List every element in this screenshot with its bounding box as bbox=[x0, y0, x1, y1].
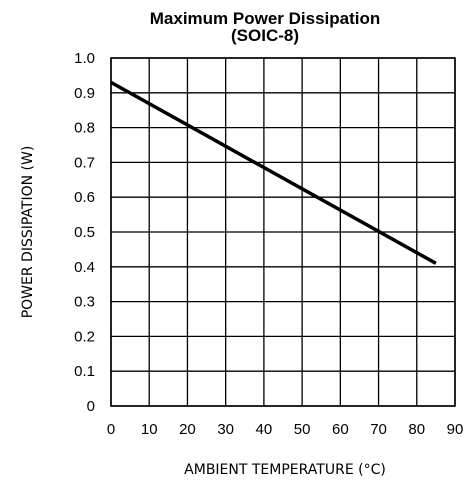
x-tick-label: 80 bbox=[408, 421, 425, 438]
chart-subtitle: (SOIC-8) bbox=[231, 26, 299, 45]
x-axis-label: AMBIENT TEMPERATURE (°C) bbox=[184, 462, 386, 478]
series-line-0 bbox=[110, 80, 437, 265]
x-tick-label: 0 bbox=[107, 421, 115, 438]
y-tick-label: 0.1 bbox=[74, 363, 95, 380]
x-tick-label: 10 bbox=[141, 421, 158, 438]
y-tick-label: 0.3 bbox=[74, 294, 95, 311]
x-tick-labels: 0 10 20 30 40 50 60 70 80 90 bbox=[107, 421, 464, 438]
chart-title: Maximum Power Dissipation bbox=[150, 9, 381, 28]
y-tick-label: 0.6 bbox=[74, 189, 95, 206]
x-tick-label: 30 bbox=[217, 421, 234, 438]
plot-frame bbox=[110, 57, 456, 407]
y-tick-label: 0.8 bbox=[74, 120, 95, 137]
x-tick-label: 50 bbox=[294, 421, 311, 438]
x-tick-label: 20 bbox=[179, 421, 196, 438]
y-tick-label: 0.7 bbox=[74, 154, 95, 171]
x-tick-label: 70 bbox=[370, 421, 387, 438]
x-tick-label: 40 bbox=[256, 421, 273, 438]
y-tick-labels: 0 0.1 0.2 0.3 0.4 0.5 0.6 0.7 0.8 0.9 1.0 bbox=[74, 50, 95, 415]
x-tick-label: 90 bbox=[447, 421, 464, 438]
series-layer bbox=[110, 80, 437, 265]
y-tick-label: 1.0 bbox=[74, 50, 95, 67]
y-tick-label: 0 bbox=[87, 398, 95, 415]
y-axis-label: POWER DISSIPATION (W) bbox=[20, 146, 36, 319]
y-tick-label: 0.9 bbox=[74, 85, 95, 102]
y-tick-label: 0.5 bbox=[74, 224, 95, 241]
y-tick-label: 0.4 bbox=[74, 259, 95, 276]
y-tick-label: 0.2 bbox=[74, 328, 95, 345]
x-tick-label: 60 bbox=[332, 421, 349, 438]
